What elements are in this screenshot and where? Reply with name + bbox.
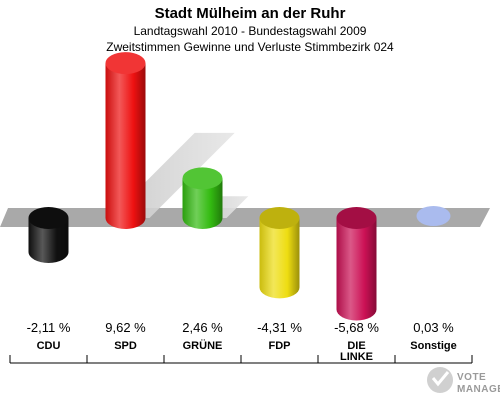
bars [28, 52, 451, 321]
category-label-0: CDU [37, 340, 61, 352]
bar-fdp [259, 218, 300, 299]
value-label-5: 0,03 % [413, 320, 454, 335]
category-label-2: GRÜNE [183, 339, 223, 352]
value-label-0: -2,11 % [27, 320, 71, 335]
category-label-4-line-0: DIE [347, 340, 365, 352]
category-label-5: Sonstige [410, 340, 456, 352]
logo-line-2: MANAGER [457, 384, 500, 395]
bar-cap-1 [105, 52, 146, 75]
bar-cap-2 [182, 167, 223, 190]
bar-die-linke [336, 218, 377, 321]
check-icon [431, 371, 450, 387]
bar-spd [105, 63, 146, 230]
value-label-4: -5,68 % [334, 320, 379, 335]
logo-line-1: VOTE [457, 372, 486, 383]
category-axis [9, 355, 473, 364]
value-label-3: -4,31 % [257, 320, 302, 335]
value-labels: -2,11 % 9,62 % 2,46 % -4,31 % -5,68 % 0,03 % [27, 320, 455, 335]
bar-cap-4 [336, 207, 377, 229]
category-label-3: FDP [269, 340, 291, 352]
vote-manager-logo: VOTE MANAGER [427, 367, 500, 395]
bar-sonstige [416, 206, 451, 226]
category-label-1: SPD [114, 340, 137, 352]
bar-cap-3 [259, 207, 300, 229]
bar-cdu [28, 218, 69, 263]
chart-subtitle-1: Landtagswahl 2010 - Bundestagswahl 2009 [134, 24, 367, 38]
value-label-1: 9,62 % [105, 320, 146, 335]
chart-subtitle-2: Zweitstimmen Gewinne und Verluste Stimmb… [106, 40, 394, 54]
zero-baseline-band [0, 208, 490, 227]
value-label-2: 2,46 % [182, 320, 223, 335]
bar-grüne [182, 178, 223, 229]
chart-title: Stadt Mülheim an der Ruhr [155, 5, 346, 22]
bar-cap-0 [28, 207, 69, 229]
category-label-4-line-1: LINKE [340, 351, 373, 363]
